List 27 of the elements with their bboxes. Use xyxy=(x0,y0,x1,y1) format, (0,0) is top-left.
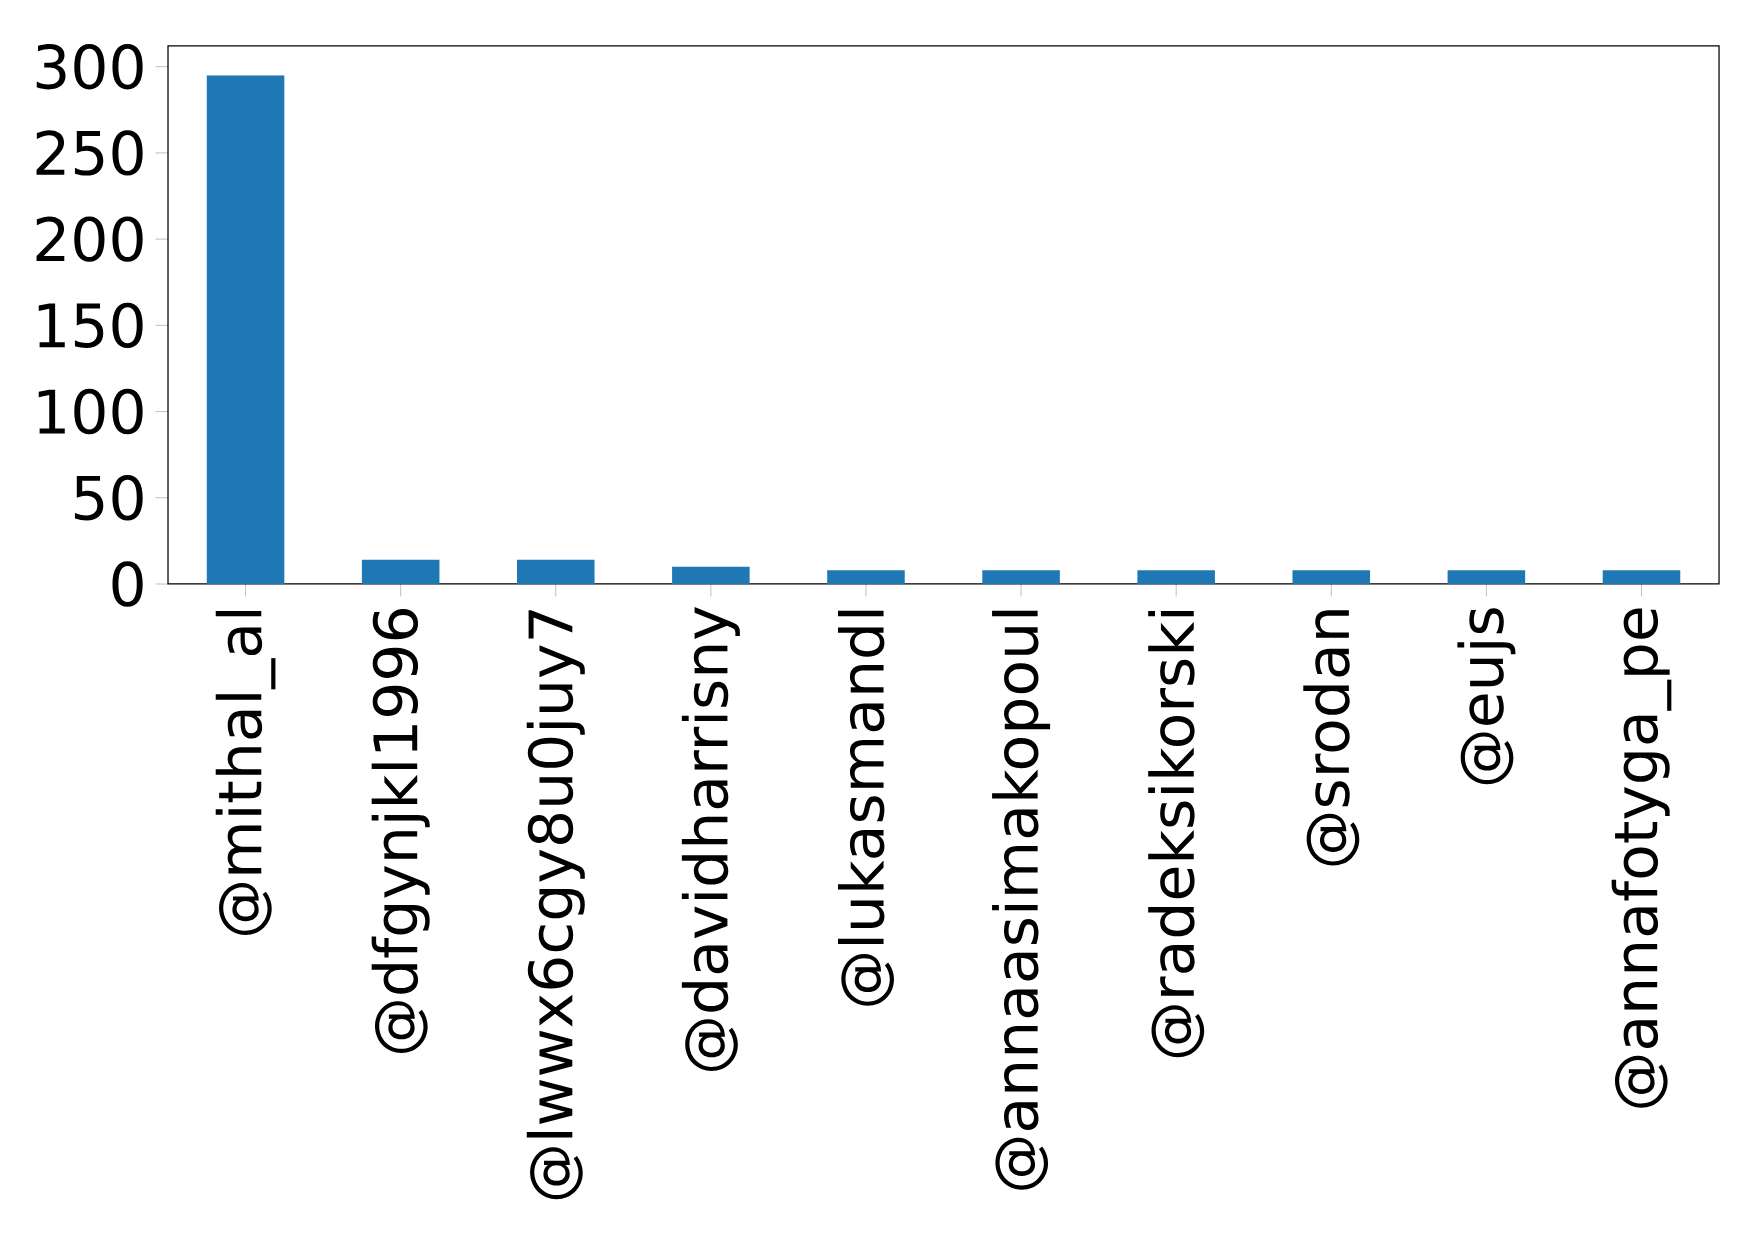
y-tick-label: 100 xyxy=(38,388,143,435)
bar xyxy=(206,75,285,584)
x-tick-label: @dfgynjkl1996 xyxy=(371,609,430,1053)
x-tick-label: @annafotyga_pe xyxy=(1611,608,1672,1108)
x-tick-label: @srodan xyxy=(1303,610,1360,866)
y-tick-label: 0 xyxy=(112,561,143,607)
bar xyxy=(1137,570,1215,584)
x-tick-label: @eujs xyxy=(1457,608,1516,785)
bar xyxy=(361,559,440,584)
y-tick-label: 150 xyxy=(38,302,143,349)
x-tick-label: @lwwx6cgy8u0juy7 xyxy=(526,610,585,1200)
y-tick-label: 250 xyxy=(36,130,143,176)
y-tick-label: 300 xyxy=(36,43,143,90)
bar xyxy=(516,559,595,584)
x-tick-label: @davidharrisny xyxy=(681,606,740,1072)
bar xyxy=(1292,570,1371,584)
x-tick-label: @mithal_al xyxy=(215,610,276,935)
bar xyxy=(672,566,750,584)
y-tick-label: 50 xyxy=(74,475,143,521)
bar xyxy=(982,570,1060,584)
x-tick-label: @radeksikorski xyxy=(1148,610,1205,1058)
bar xyxy=(1447,570,1526,584)
x-tick-label: @annaasimakopoul xyxy=(992,610,1051,1190)
bar xyxy=(827,570,905,584)
x-tick-label: @lukasmandl xyxy=(837,610,894,1006)
y-tick-label: 200 xyxy=(36,216,143,262)
bar xyxy=(1602,570,1681,584)
